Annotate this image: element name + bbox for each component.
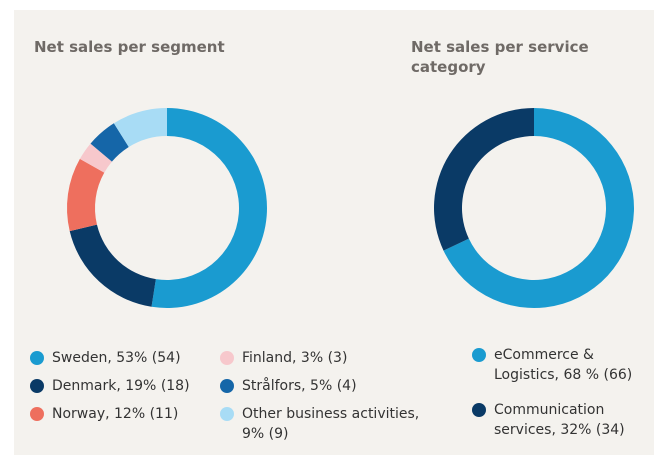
legend-item: Finland, 3% (3) xyxy=(220,348,420,368)
donut-segment xyxy=(69,224,156,307)
legend-label: Denmark, 19% (18) xyxy=(52,378,190,394)
chart-title: Net sales per service category xyxy=(411,38,589,76)
legend-label: eCommerce & Logistics, 68 % (66) xyxy=(494,347,633,383)
legend-item: Communication services, 32% (34) xyxy=(472,400,652,440)
panel: Net sales per segment Sweden, 53% (54) Den… xyxy=(14,10,654,455)
legend-marker xyxy=(30,379,44,393)
legend-item: Norway, 12% (11) xyxy=(30,404,200,424)
legend-marker xyxy=(220,407,234,421)
legend-marker xyxy=(472,403,486,417)
legend-marker xyxy=(220,351,234,365)
donut-segment xyxy=(433,108,534,251)
chart xyxy=(67,107,634,308)
legend-label: Other business activities, 9% (9) xyxy=(242,406,420,442)
legend-label: Finland, 3% (3) xyxy=(242,350,348,366)
legend-marker xyxy=(220,379,234,393)
legend-label: Communication services, 32% (34) xyxy=(494,402,625,438)
legend-item: eCommerce & Logistics, 68 % (66) xyxy=(472,345,652,385)
legend-item: Sweden, 53% (54) xyxy=(30,348,200,368)
legend-item: Strålfors, 5% (4) xyxy=(220,376,420,396)
donut-segment xyxy=(443,108,634,308)
donut-segment xyxy=(113,108,167,147)
legend-label: Sweden, 53% (54) xyxy=(52,350,181,366)
donut-segment xyxy=(151,107,268,308)
legend-item: Other business activities, 9% (9) xyxy=(220,404,420,444)
donut-segment xyxy=(79,143,112,173)
chart-title: Net sales per segment xyxy=(34,38,225,56)
donut-segment xyxy=(90,123,129,162)
legend-label: Norway, 12% (11) xyxy=(52,406,179,422)
legend-marker xyxy=(472,348,486,362)
legend-item: Denmark, 19% (18) xyxy=(30,376,200,396)
legend-marker xyxy=(30,351,44,365)
legend-label: Strålfors, 5% (4) xyxy=(242,378,357,394)
legend-marker xyxy=(30,407,44,421)
donut-segment xyxy=(67,158,105,232)
